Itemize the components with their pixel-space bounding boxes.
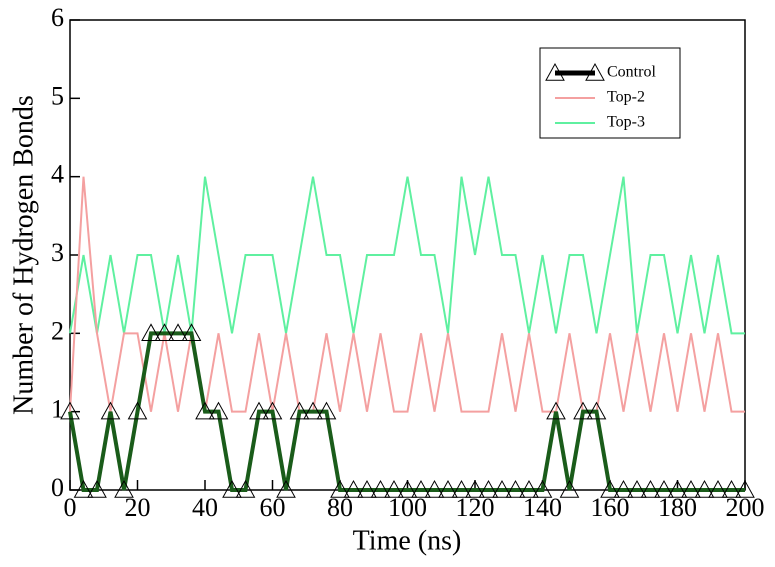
marker	[492, 479, 512, 498]
marker	[438, 479, 458, 498]
series-line	[69, 176, 745, 413]
x-tick-label: 160	[591, 493, 630, 522]
marker	[208, 401, 229, 420]
marker	[721, 479, 742, 498]
marker	[424, 479, 445, 498]
marker	[127, 401, 148, 420]
x-tick-label: 20	[125, 493, 151, 522]
x-axis-label: Time (ns)	[353, 525, 462, 556]
marker	[667, 479, 688, 498]
y-tick-label: 2	[51, 316, 64, 345]
marker	[505, 479, 526, 498]
x-tick-label: 180	[658, 493, 697, 522]
marker	[141, 323, 161, 342]
marker	[262, 401, 283, 420]
series-line	[69, 176, 745, 335]
marker	[100, 401, 121, 420]
marker	[330, 479, 350, 498]
legend-label: Top-2	[607, 89, 645, 106]
marker	[87, 479, 107, 498]
x-tick-label: 60	[260, 493, 286, 522]
marker	[532, 479, 553, 498]
marker	[694, 479, 715, 498]
y-tick-label: 1	[51, 395, 64, 424]
marker	[654, 479, 674, 498]
y-tick-label: 4	[51, 160, 64, 189]
marker	[735, 479, 755, 498]
marker	[222, 479, 242, 498]
x-tick-label: 40	[192, 493, 218, 522]
marker	[316, 401, 337, 420]
x-tick-label: 100	[388, 493, 427, 522]
y-axis-label: Number of Hydrogen Bonds	[8, 95, 39, 415]
marker	[276, 479, 296, 498]
marker	[451, 479, 472, 498]
marker	[181, 323, 202, 342]
marker	[465, 479, 485, 498]
x-tick-label: 140	[523, 493, 562, 522]
marker	[249, 401, 269, 420]
x-tick-label: 120	[456, 493, 495, 522]
marker	[114, 479, 134, 498]
marker	[168, 323, 188, 342]
marker	[708, 479, 728, 498]
marker	[397, 479, 418, 498]
marker	[681, 479, 701, 498]
marker	[343, 479, 364, 498]
marker	[519, 479, 539, 498]
legend-marker	[585, 62, 605, 81]
legend-label: Control	[607, 64, 656, 81]
x-tick-label: 200	[726, 493, 765, 522]
x-tick-label: 0	[64, 493, 77, 522]
marker	[357, 479, 377, 498]
legend-marker	[545, 62, 565, 81]
legend-label: Top-3	[607, 114, 645, 131]
marker	[411, 479, 431, 498]
marker	[559, 479, 580, 498]
marker	[235, 479, 256, 498]
marker	[640, 479, 661, 498]
marker	[370, 479, 391, 498]
marker	[573, 401, 593, 420]
x-tick-label: 80	[327, 493, 353, 522]
marker	[303, 401, 323, 420]
marker	[289, 401, 310, 420]
marker	[60, 401, 80, 420]
marker	[613, 479, 634, 498]
marker	[154, 323, 175, 342]
marker	[600, 479, 620, 498]
y-tick-label: 6	[51, 3, 64, 32]
marker	[478, 479, 499, 498]
marker	[627, 479, 647, 498]
marker	[384, 479, 404, 498]
y-tick-label: 3	[51, 238, 64, 267]
marker	[586, 401, 607, 420]
marker	[195, 401, 215, 420]
y-tick-label: 5	[51, 81, 64, 110]
y-tick-label: 0	[51, 473, 64, 502]
marker	[73, 479, 94, 498]
marker	[546, 401, 566, 420]
